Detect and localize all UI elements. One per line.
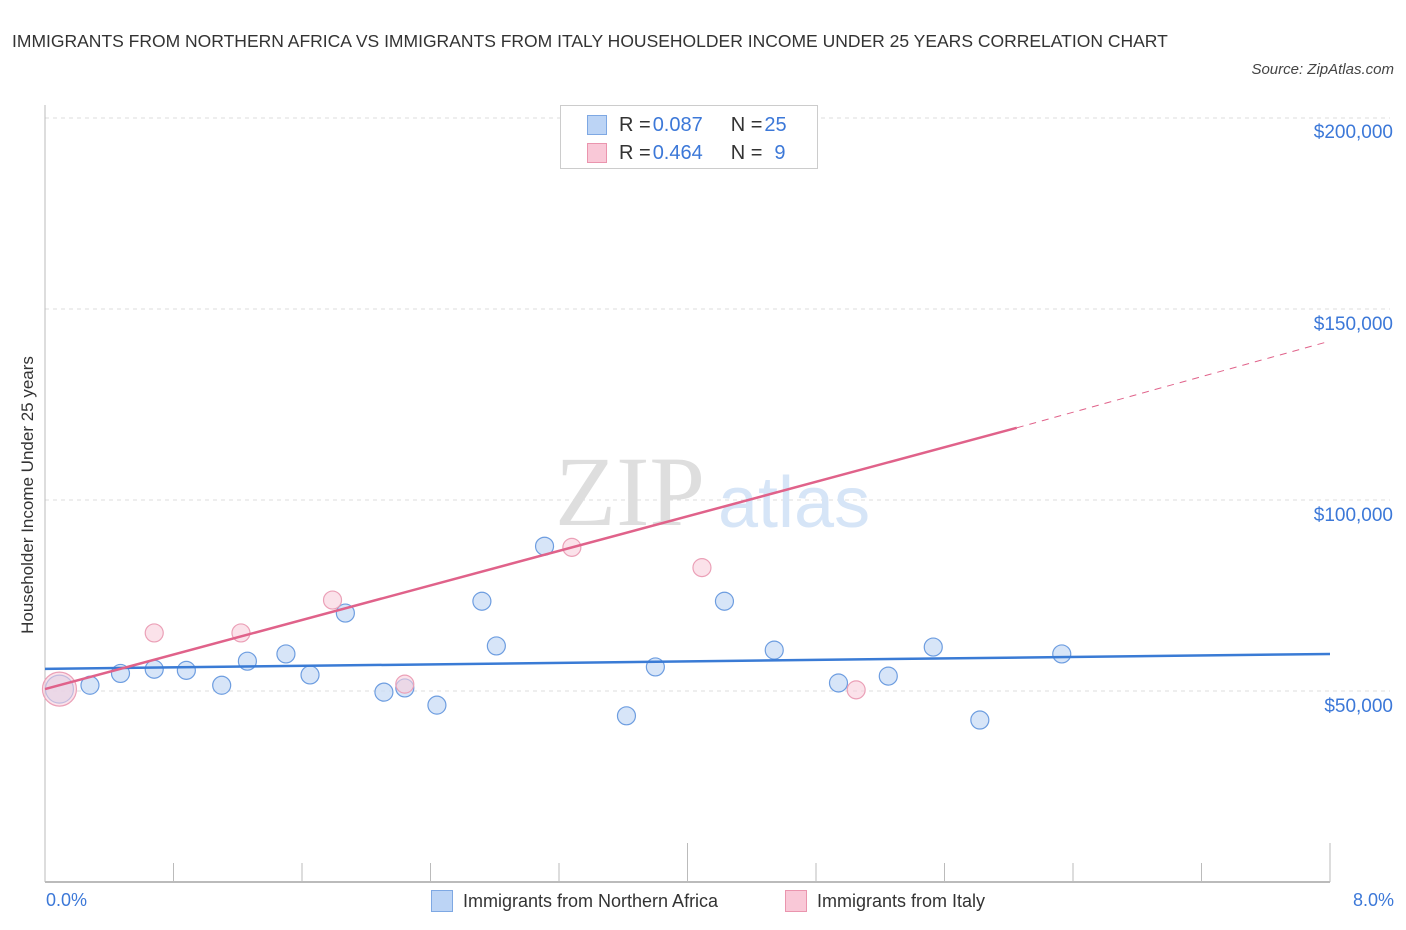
n-label: N = xyxy=(730,113,763,136)
italy-point xyxy=(846,680,866,700)
y-tick-150000: $150,000 xyxy=(1313,314,1393,335)
axes xyxy=(44,105,1331,883)
northern-africa-point xyxy=(176,660,196,680)
r-label: R = xyxy=(619,113,651,136)
pink-swatch-icon xyxy=(587,143,607,163)
trend-lines xyxy=(44,340,1331,691)
northern-africa-point xyxy=(486,636,506,656)
data-points xyxy=(41,145,1072,730)
italy-point xyxy=(144,623,164,643)
northern-africa-point xyxy=(212,675,232,695)
northern-africa-point xyxy=(923,637,943,657)
x-tick-min: 0.0% xyxy=(46,890,88,910)
italy-trend-line xyxy=(44,426,1018,691)
northern-africa-point xyxy=(472,591,492,611)
pink-swatch-icon xyxy=(785,890,807,912)
northern-africa-point xyxy=(427,695,447,715)
n-value: 9 xyxy=(774,141,786,164)
x-tick-max: 8.0% xyxy=(1352,890,1394,910)
legend-label: Immigrants from Italy xyxy=(817,890,986,911)
italy-trend-extension xyxy=(1016,340,1331,429)
blue-swatch-icon xyxy=(587,115,607,135)
legend-row-northern-africa: R = 0.087 N = 25 xyxy=(587,113,787,137)
northern-africa-point xyxy=(374,682,394,702)
northern-africa-point xyxy=(144,659,164,679)
correlation-legend: R = 0.087 N = 25 R = 0.464 N = 9 xyxy=(560,105,818,169)
northern-africa-point xyxy=(764,640,784,660)
n-label: N = xyxy=(730,141,763,164)
r-value: 0.087 xyxy=(652,113,703,136)
r-value: 0.464 xyxy=(652,141,703,164)
svg-text:atlas: atlas xyxy=(718,463,870,543)
northern-africa-point xyxy=(276,644,296,664)
blue-swatch-icon xyxy=(431,890,453,912)
northern-africa-point xyxy=(1052,644,1072,664)
n-value: 25 xyxy=(764,113,787,136)
bottom-legend-italy: Immigrants from Italy xyxy=(785,890,985,912)
r-label: R = xyxy=(619,141,651,164)
northern-africa-point xyxy=(300,665,320,685)
italy-point xyxy=(395,674,415,694)
northern-africa-point xyxy=(878,666,898,686)
y-tick-100000: $100,000 xyxy=(1313,505,1393,526)
italy-point xyxy=(322,590,343,610)
italy-point xyxy=(692,558,712,578)
northern-africa-point xyxy=(616,706,637,726)
y-tick-50000: $50,000 xyxy=(1324,696,1393,717)
northern-africa-point xyxy=(714,591,735,611)
northern-africa-point xyxy=(970,710,990,730)
legend-label: Immigrants from Northern Africa xyxy=(463,890,719,911)
northern-africa-trend-line xyxy=(44,652,1331,671)
watermark: ZIP atlas xyxy=(555,436,870,547)
italy-point xyxy=(41,671,78,707)
northern-africa-point xyxy=(828,673,849,693)
chart-title: IMMIGRANTS FROM NORTHERN AFRICA VS IMMIG… xyxy=(12,31,1168,51)
source-label: Source: ZipAtlas.com xyxy=(1251,61,1394,78)
legend-row-italy: R = 0.464 N = 9 xyxy=(587,141,786,165)
gridlines xyxy=(45,117,1390,692)
bottom-legend-northern-africa: Immigrants from Northern Africa xyxy=(431,890,718,912)
svg-text:ZIP: ZIP xyxy=(555,436,705,547)
y-tick-200000: $200,000 xyxy=(1313,122,1393,143)
